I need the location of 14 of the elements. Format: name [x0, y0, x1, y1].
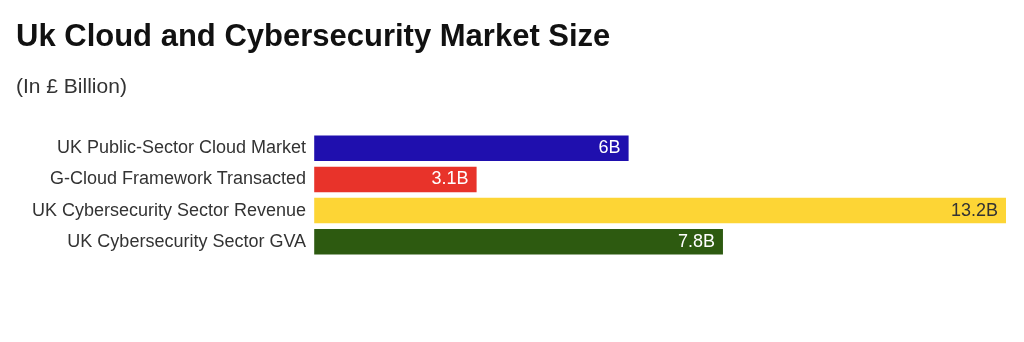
bar — [314, 135, 629, 162]
bar — [314, 228, 723, 255]
data-label: 13.2B — [950, 199, 998, 220]
chart-title: Uk Cloud and Cybersecurity Market Size — [16, 18, 611, 54]
data-label: 7.8B — [677, 230, 715, 251]
bar — [314, 197, 1006, 224]
data-label: 6B — [598, 137, 621, 158]
y-tick-label: UK Cybersecurity Sector GVA — [67, 230, 307, 251]
y-tick-label: UK Public-Sector Cloud Market — [57, 137, 307, 158]
y-tick-label: UK Cybersecurity Sector Revenue — [31, 199, 307, 220]
data-label: 3.1B — [431, 168, 469, 189]
y-tick-label: G-Cloud Framework Transacted — [50, 168, 307, 189]
text: (In £ Billion) — [16, 74, 127, 98]
bar — [314, 166, 477, 193]
